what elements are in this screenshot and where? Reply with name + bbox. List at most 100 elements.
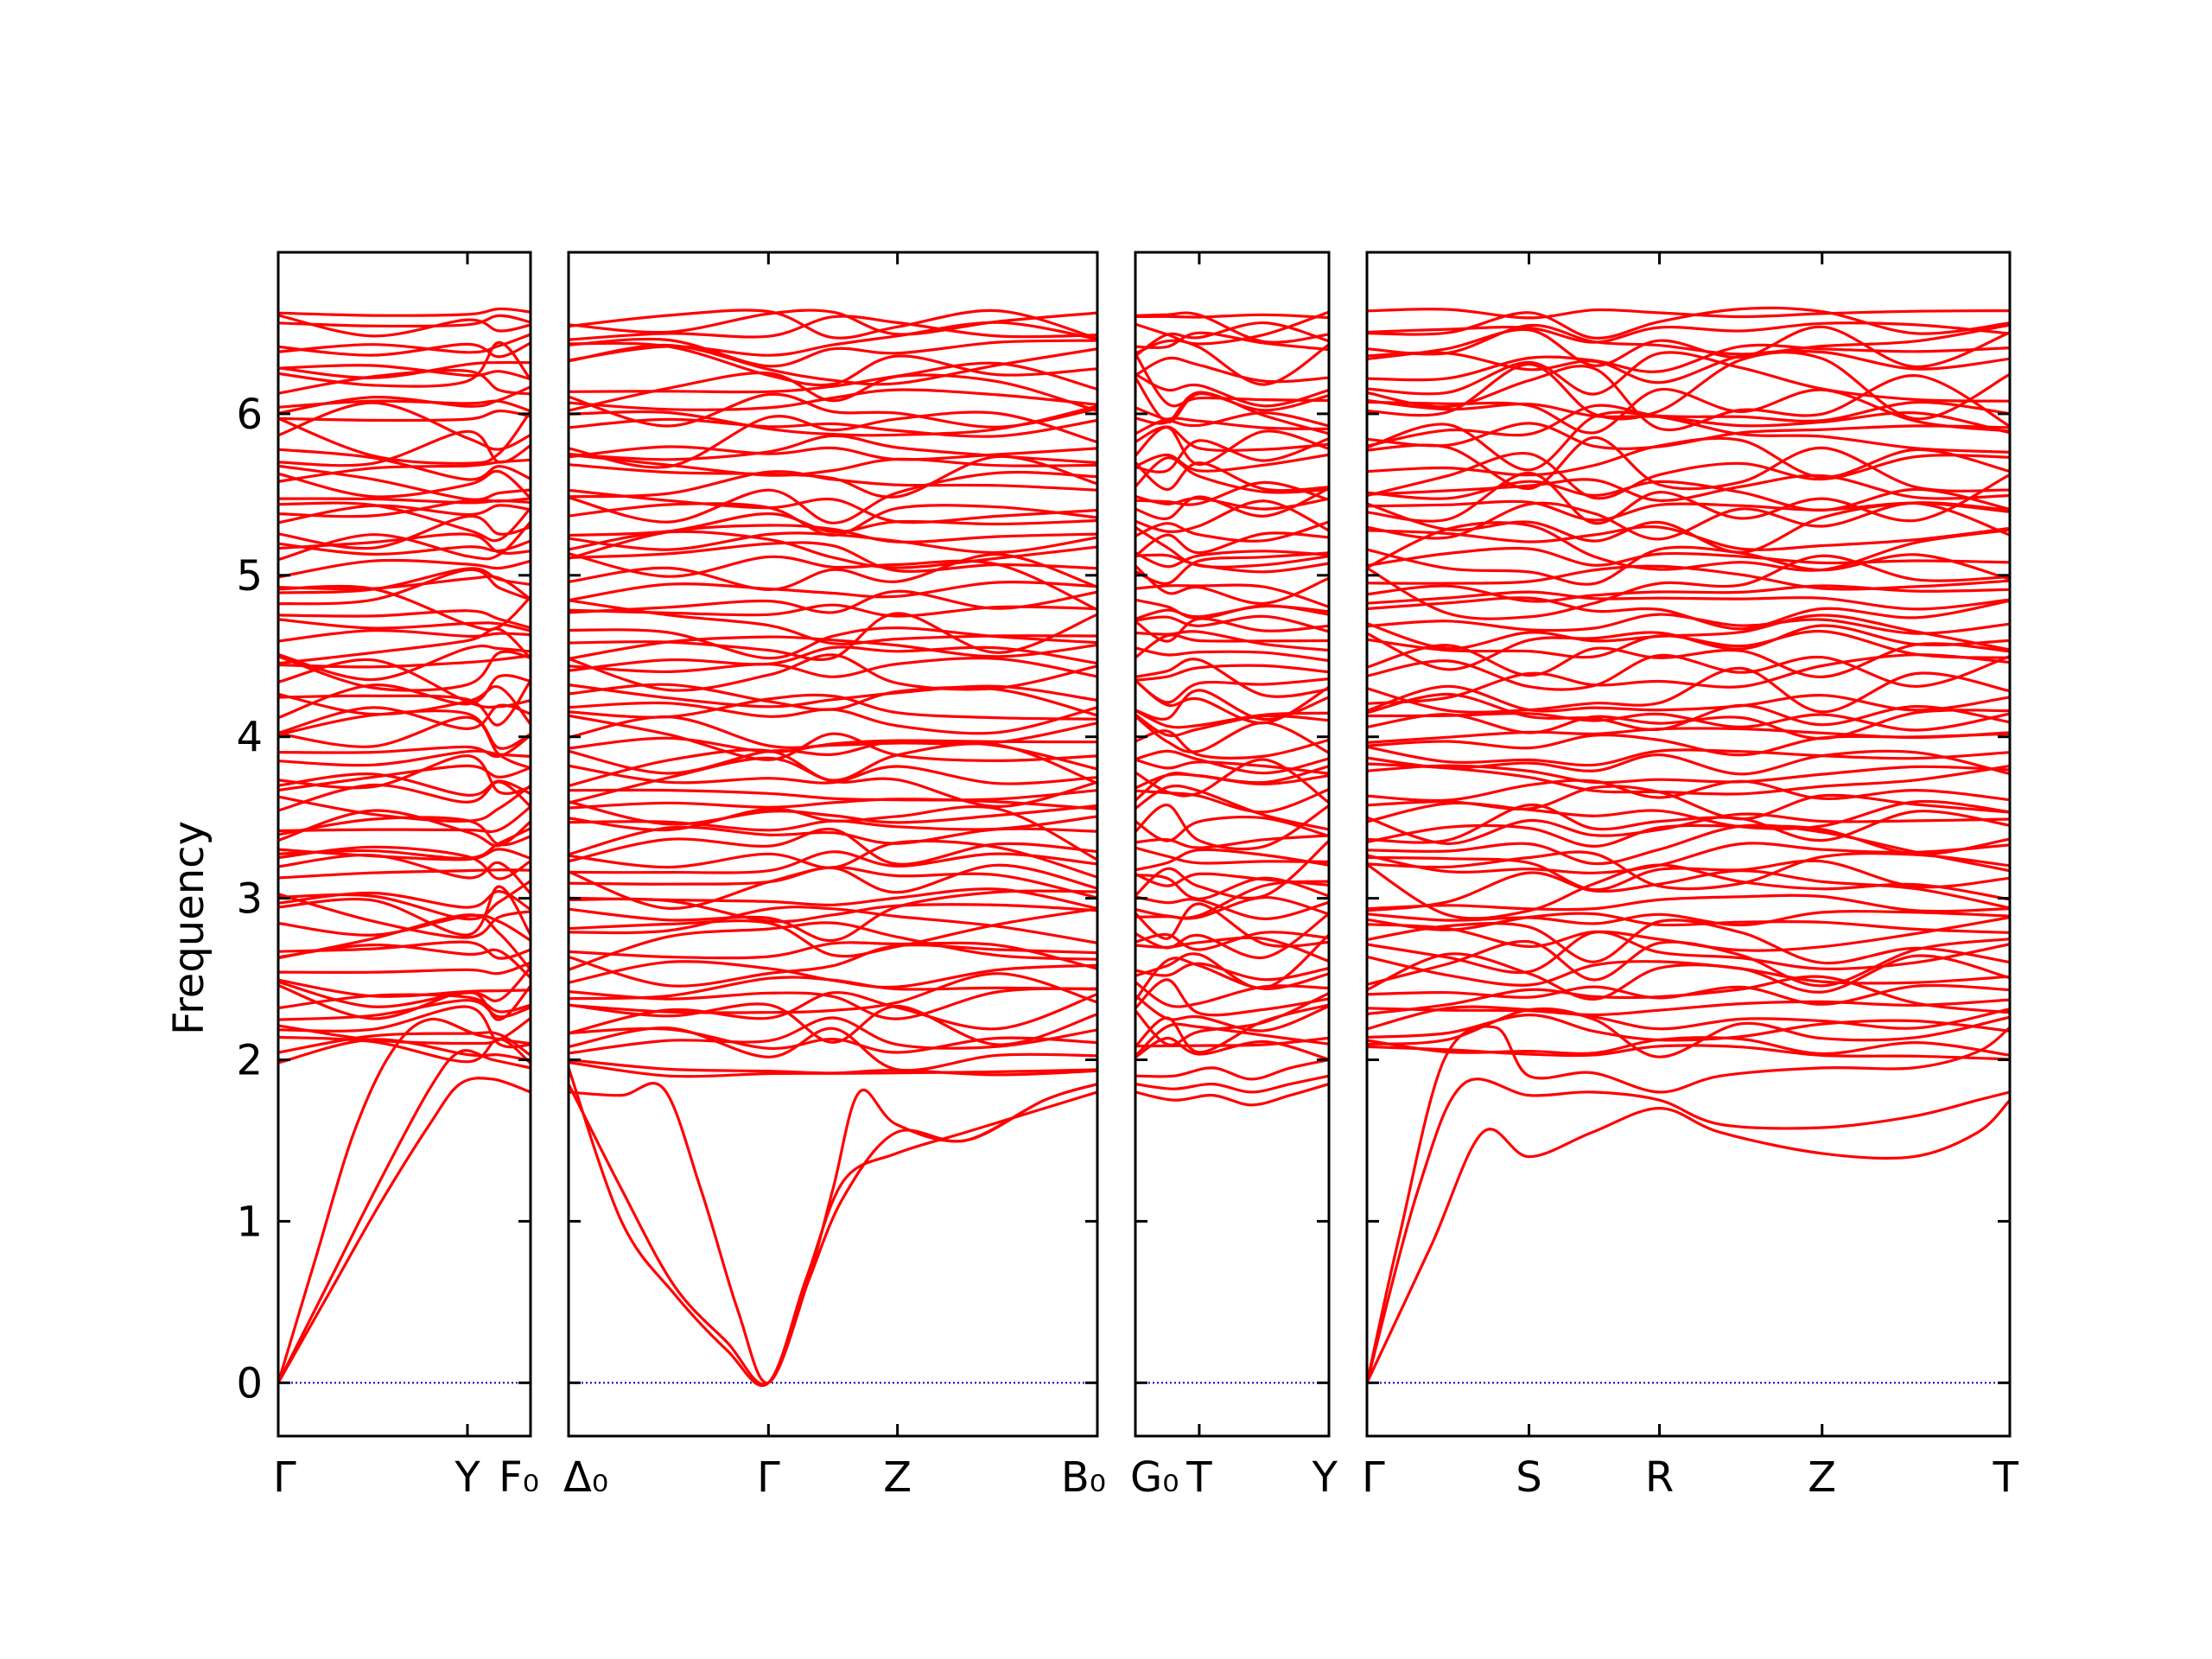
optical-band <box>569 434 1097 465</box>
optical-band <box>1367 653 2010 691</box>
optical-band <box>1367 803 2010 844</box>
optical-band <box>278 501 531 543</box>
optical-band <box>278 307 531 317</box>
acoustic-band-2 <box>278 1049 531 1384</box>
x-tick-label: T <box>1185 1453 1212 1502</box>
optical-band <box>278 913 531 942</box>
optical-band <box>1135 372 1329 408</box>
acoustic-band-1 <box>569 1067 1097 1388</box>
optical-band <box>1367 931 2010 975</box>
optical-band <box>569 1002 1097 1046</box>
optical-band <box>278 1038 531 1065</box>
optical-band <box>1135 902 1329 948</box>
optical-band <box>569 800 1097 826</box>
optical-band <box>1367 321 2010 344</box>
optical-band <box>569 987 1097 1020</box>
optical-band <box>278 504 531 524</box>
optical-band <box>569 825 1097 856</box>
optical-band <box>1135 804 1329 851</box>
optical-band <box>1135 788 1329 814</box>
optical-band <box>278 401 531 451</box>
optical-band <box>278 853 531 895</box>
y-axis-title: Frequency <box>165 821 213 1035</box>
optical-band <box>1367 613 2010 635</box>
panel-2: Δ₀ Γ Z B₀ <box>563 251 1106 1502</box>
optical-band <box>1367 308 2010 320</box>
optical-band <box>1135 614 1329 633</box>
optical-band <box>569 453 1097 477</box>
optical-band <box>569 683 1097 709</box>
optical-band <box>1367 869 2010 912</box>
optical-band <box>1135 872 1329 887</box>
optical-band <box>1367 480 2010 512</box>
optical-band <box>278 333 531 354</box>
optical-band <box>1367 474 2010 502</box>
optical-band <box>569 1027 1097 1054</box>
optical-band <box>1135 480 1329 506</box>
panel-2-frame <box>567 251 1099 1438</box>
optical-band <box>1367 918 2010 965</box>
optical-band <box>1135 839 1329 900</box>
optical-band <box>569 361 1097 394</box>
optical-band <box>278 709 531 750</box>
optical-band <box>278 734 531 759</box>
optical-band <box>1135 353 1329 408</box>
optical-band <box>278 809 531 848</box>
optical-band <box>278 314 531 338</box>
x-tick-label: B₀ <box>1061 1453 1106 1502</box>
x-tick-label: Δ₀ <box>563 1453 608 1502</box>
optical-band <box>1367 823 2010 873</box>
optical-band <box>1367 745 2010 767</box>
optical-band <box>1135 425 1329 452</box>
optical-band <box>1367 613 2010 652</box>
optical-band <box>1367 451 2010 500</box>
optical-band <box>1367 975 2010 1016</box>
optical-band <box>278 558 531 579</box>
x-tick-label: R <box>1645 1453 1674 1502</box>
optical-band <box>1367 422 2010 450</box>
optical-band <box>1135 486 1329 520</box>
optical-band <box>1367 938 2010 988</box>
optical-band <box>1135 531 1329 557</box>
optical-band <box>1135 933 1329 990</box>
optical-band <box>569 410 1097 469</box>
optical-band <box>1135 376 1329 423</box>
optical-band <box>1135 816 1329 842</box>
optical-band <box>278 940 531 960</box>
optical-band <box>569 850 1097 874</box>
optical-band <box>1367 351 2010 403</box>
optical-band <box>569 739 1097 775</box>
optical-band <box>278 645 531 682</box>
optical-band <box>1367 499 2010 522</box>
optical-band <box>278 409 531 423</box>
optical-band <box>1367 545 2010 586</box>
optical-band <box>569 612 1097 661</box>
optical-band <box>1367 525 2010 551</box>
optical-band <box>1367 435 2010 493</box>
optical-band <box>278 629 531 643</box>
optical-band <box>278 961 531 976</box>
optical-band <box>1135 437 1329 474</box>
optical-band <box>569 512 1097 537</box>
panel-1: Γ Y F₀ <box>273 251 539 1502</box>
optical-band <box>1367 387 2010 435</box>
panel-3-frame <box>1134 251 1331 1438</box>
optical-band <box>278 715 531 770</box>
optical-band <box>1367 785 2010 821</box>
optical-band <box>278 520 531 562</box>
optical-band <box>278 684 531 726</box>
optical-band <box>1135 520 1329 543</box>
y-tick-label: 4 <box>236 714 263 762</box>
optical-band <box>1367 584 2010 603</box>
optical-band <box>1135 356 1329 384</box>
optical-band <box>1135 846 1329 865</box>
optical-band <box>1367 910 2010 927</box>
optical-band <box>1367 471 2010 525</box>
optical-band <box>569 788 1097 802</box>
optical-band <box>569 470 1097 524</box>
acoustic-band-1 <box>1367 1099 2010 1383</box>
optical-band <box>569 693 1097 721</box>
optical-band <box>569 1027 1097 1072</box>
optical-band <box>278 650 531 692</box>
